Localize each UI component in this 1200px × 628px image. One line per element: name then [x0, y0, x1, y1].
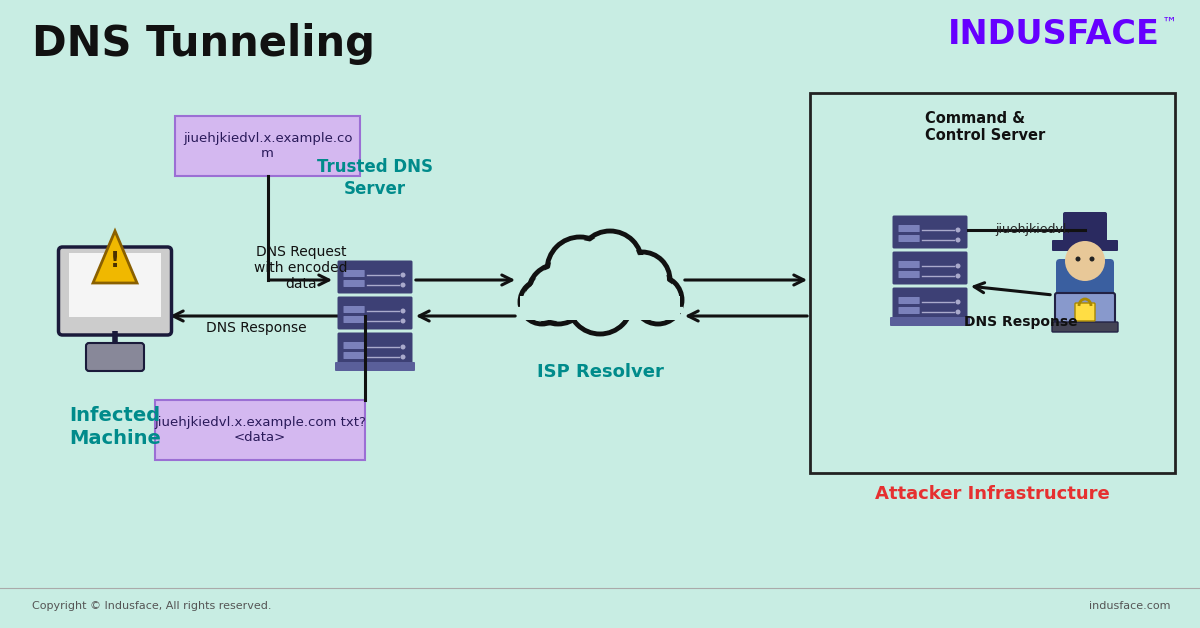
Circle shape: [401, 273, 406, 278]
Circle shape: [401, 308, 406, 313]
FancyBboxPatch shape: [343, 316, 365, 323]
Circle shape: [1066, 241, 1105, 281]
FancyBboxPatch shape: [899, 235, 919, 242]
FancyBboxPatch shape: [1052, 240, 1118, 251]
Circle shape: [1075, 256, 1080, 261]
FancyBboxPatch shape: [337, 296, 413, 330]
Circle shape: [637, 279, 679, 321]
Circle shape: [955, 310, 960, 315]
Circle shape: [617, 255, 667, 305]
Circle shape: [578, 231, 642, 295]
FancyBboxPatch shape: [343, 342, 365, 349]
FancyBboxPatch shape: [343, 270, 365, 277]
FancyBboxPatch shape: [1063, 212, 1108, 244]
Text: DNS Response: DNS Response: [205, 321, 306, 335]
Circle shape: [528, 264, 588, 324]
Circle shape: [523, 283, 562, 321]
FancyBboxPatch shape: [520, 294, 680, 314]
Circle shape: [530, 267, 586, 321]
Circle shape: [955, 264, 960, 269]
Circle shape: [401, 318, 406, 323]
FancyBboxPatch shape: [890, 317, 970, 326]
FancyBboxPatch shape: [1075, 303, 1096, 321]
FancyBboxPatch shape: [86, 343, 144, 371]
Circle shape: [614, 252, 670, 308]
Circle shape: [634, 276, 682, 324]
Text: jiuehjkiedvl.x.example.co
m: jiuehjkiedvl.x.example.co m: [182, 132, 353, 160]
Text: Trusted DNS
Server: Trusted DNS Server: [317, 158, 433, 198]
Text: Infected
Machine: Infected Machine: [70, 406, 161, 448]
Circle shape: [568, 270, 632, 334]
Text: DNS Tunneling: DNS Tunneling: [32, 23, 374, 65]
FancyBboxPatch shape: [1052, 322, 1118, 332]
FancyBboxPatch shape: [337, 332, 413, 365]
FancyBboxPatch shape: [59, 247, 172, 335]
Text: ISP Resolver: ISP Resolver: [536, 363, 664, 381]
Circle shape: [955, 274, 960, 278]
Circle shape: [1090, 256, 1094, 261]
Text: Attacker Infrastructure: Attacker Infrastructure: [875, 485, 1110, 503]
FancyBboxPatch shape: [893, 288, 967, 320]
Circle shape: [547, 237, 613, 303]
Circle shape: [401, 345, 406, 350]
Polygon shape: [94, 231, 137, 283]
FancyBboxPatch shape: [343, 280, 365, 287]
Text: Command &
Control Server: Command & Control Server: [925, 111, 1045, 143]
Circle shape: [955, 227, 960, 232]
FancyBboxPatch shape: [520, 296, 680, 320]
FancyBboxPatch shape: [1056, 259, 1114, 303]
FancyBboxPatch shape: [899, 225, 919, 232]
FancyBboxPatch shape: [343, 352, 365, 359]
FancyBboxPatch shape: [335, 362, 415, 371]
FancyBboxPatch shape: [893, 251, 967, 284]
FancyBboxPatch shape: [155, 400, 365, 460]
FancyBboxPatch shape: [810, 93, 1175, 473]
Text: jiuehjkiedvl.x.example.com txt?
<data>: jiuehjkiedvl.x.example.com txt? <data>: [154, 416, 366, 444]
FancyBboxPatch shape: [175, 116, 360, 176]
Circle shape: [401, 354, 406, 359]
Circle shape: [401, 283, 406, 288]
FancyBboxPatch shape: [337, 261, 413, 293]
FancyBboxPatch shape: [899, 261, 919, 268]
Text: DNS Response: DNS Response: [964, 315, 1078, 329]
Circle shape: [955, 300, 960, 305]
Circle shape: [571, 273, 629, 331]
Text: INDUSFACE: INDUSFACE: [948, 18, 1160, 51]
Circle shape: [581, 234, 640, 292]
Text: indusface.com: indusface.com: [1088, 601, 1170, 611]
FancyBboxPatch shape: [70, 253, 161, 317]
Circle shape: [955, 237, 960, 242]
Text: jiuehjkiedvl.: jiuehjkiedvl.: [995, 224, 1070, 237]
FancyBboxPatch shape: [899, 297, 919, 304]
Circle shape: [550, 240, 610, 300]
Text: ™: ™: [1162, 16, 1177, 31]
Text: Copyright © Indusface, All rights reserved.: Copyright © Indusface, All rights reserv…: [32, 601, 271, 611]
Circle shape: [520, 280, 564, 324]
FancyBboxPatch shape: [893, 215, 967, 249]
Text: !: !: [110, 251, 120, 271]
FancyBboxPatch shape: [899, 271, 919, 278]
FancyBboxPatch shape: [343, 306, 365, 313]
Text: DNS Request
with encoded
data: DNS Request with encoded data: [254, 245, 348, 291]
FancyBboxPatch shape: [1055, 293, 1115, 327]
FancyBboxPatch shape: [899, 307, 919, 314]
